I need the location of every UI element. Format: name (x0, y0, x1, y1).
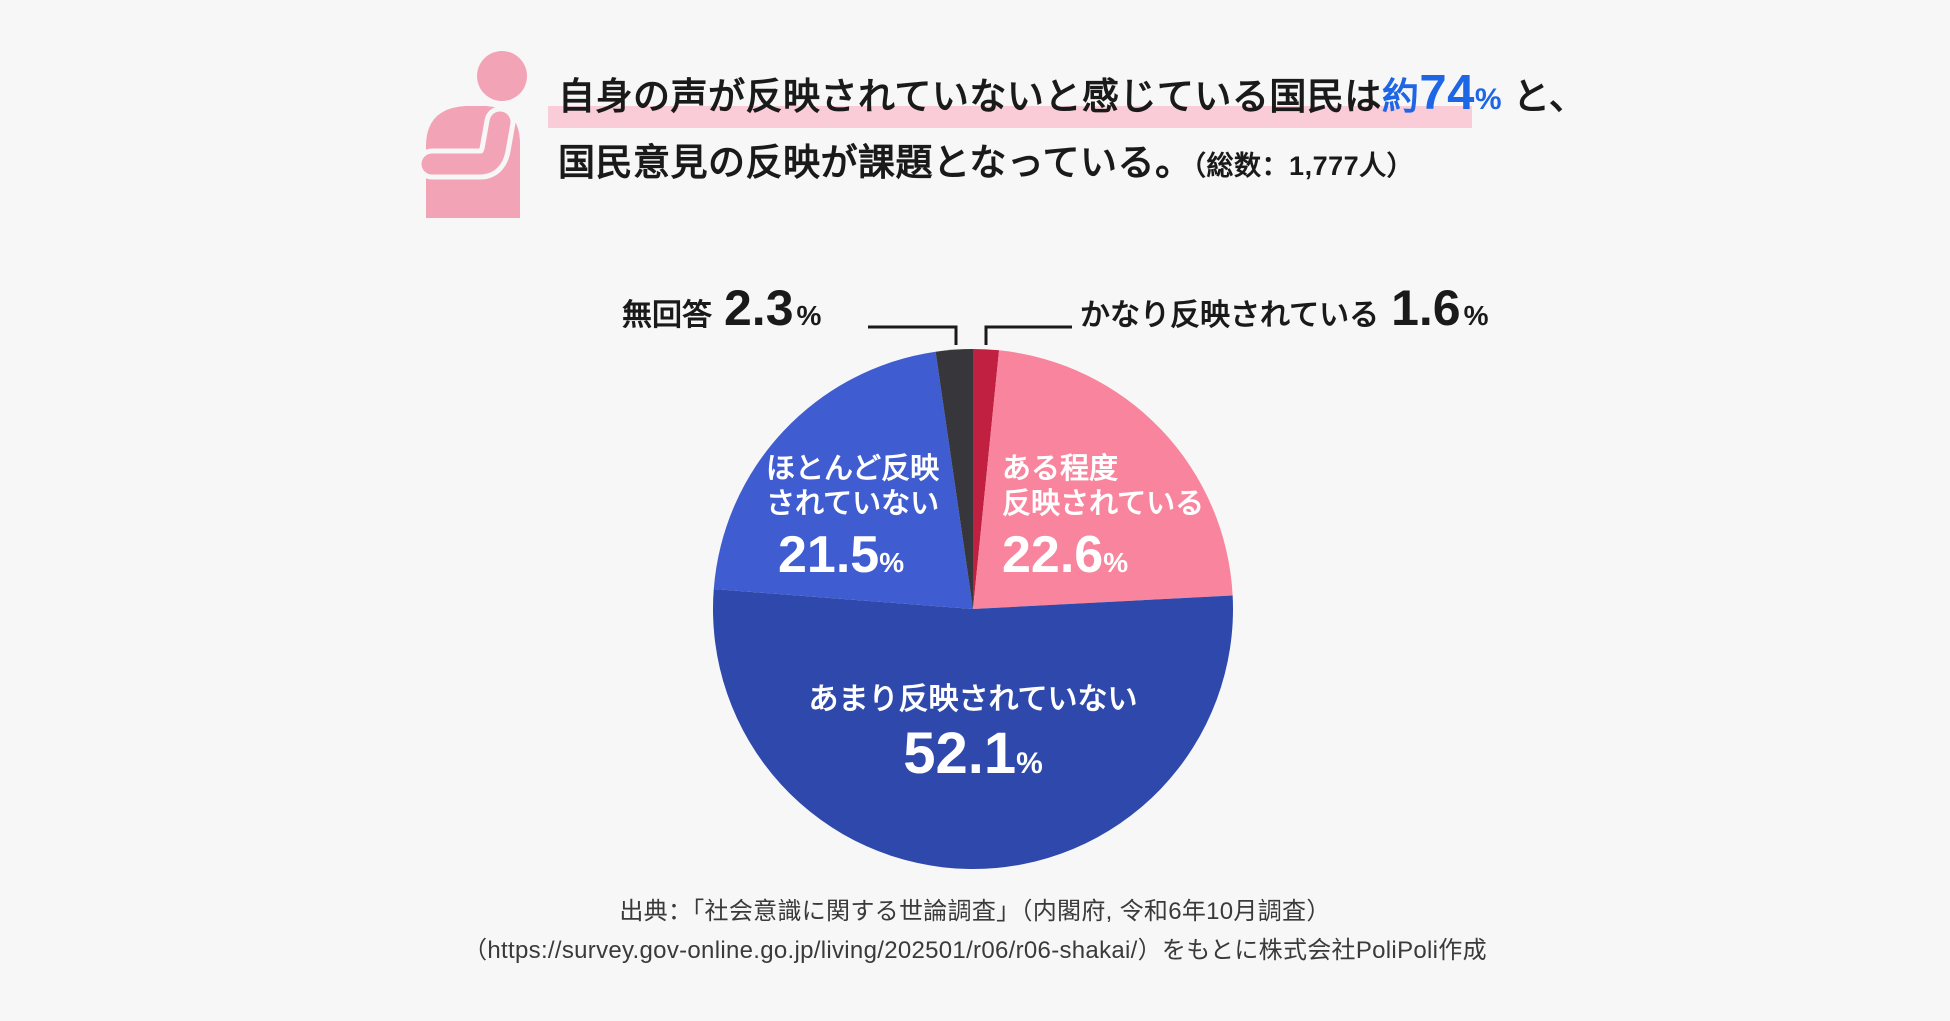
source-line2: （https://survey.gov-online.go.jp/living/… (463, 937, 1487, 964)
callout-no-answer-percent-sign: % (796, 300, 822, 331)
slice-value-hardly-percent-sign: % (879, 547, 905, 578)
pie-slice-no-answer (935, 348, 973, 609)
callout-fairly-reflected-percent-sign: % (1463, 300, 1489, 331)
slice-value-hardly-number: 21.5 (778, 526, 880, 584)
source-line1: 出典：「社会意識に関する世論調査」（内閣府, 令和6年10月調査） (619, 898, 1331, 925)
headline-line2: 国民意見の反映が課題となっている。（総数：1,777人） (558, 140, 1414, 189)
headline-line1: 自身の声が反映されていないと感じている国民は約74% と、 (558, 69, 1587, 123)
headline-big-number: 74 (1419, 66, 1475, 120)
slice-label-hardly-line2: されていない (766, 488, 940, 520)
slice-label-not-much-line1: あまり反映されていない (808, 683, 1138, 716)
leader-line-no-answer (868, 325, 958, 345)
headline-total-note: （総数：1,777人） (1192, 151, 1415, 181)
thinking-person-icon (416, 51, 527, 218)
pie-slice-somewhat-reflected (973, 350, 1233, 609)
slice-value-somewhat-number: 22.6 (1002, 526, 1104, 584)
headline-approx: 約 (1381, 76, 1420, 117)
slice-label-somewhat-line1: ある程度 (1002, 453, 1119, 485)
slice-value-hardly: 21.5% (778, 529, 939, 581)
callout-fairly-reflected: かなり反映されている 1.6 % (1080, 283, 1489, 333)
person-head (477, 51, 527, 101)
callout-no-answer-label: 無回答 (622, 299, 712, 332)
headline-highlight-bar (548, 106, 1472, 128)
leader-line-fairly-reflected (984, 325, 1072, 345)
pie-slice-hardly-reflected (713, 351, 973, 609)
slice-value-not-much: 52.1% (808, 725, 1137, 783)
slice-label-somewhat-reflected: ある程度 反映されている 22.6% (1002, 452, 1204, 581)
slice-value-not-much-percent-sign: % (1016, 747, 1043, 780)
slice-value-somewhat-percent-sign: % (1103, 547, 1129, 578)
pie-slice-fairly-reflected (973, 349, 1000, 609)
callout-fairly-reflected-label: かなり反映されている (1080, 299, 1380, 332)
slice-value-not-much-number: 52.1 (903, 721, 1017, 786)
headline-line1-text: 自身の声が反映されていないと感じている国民は (558, 76, 1382, 117)
pie-slice-not-much-reflected (713, 589, 1233, 870)
slice-label-not-much-reflected: あまり反映されていない 52.1% (808, 682, 1137, 783)
callout-no-answer-value: 2.3 (724, 280, 794, 336)
slice-label-hardly-line1: ほとんど反映 (766, 453, 940, 485)
slice-label-hardly-reflected: ほとんど反映 されていない 21.5% (766, 452, 939, 581)
person-arm (421, 111, 511, 175)
headline-percent-sign: % (1474, 83, 1503, 116)
callout-fairly-reflected-value: 1.6 (1391, 280, 1461, 336)
headline-line2-text: 国民意見の反映が課題となっている。 (558, 142, 1193, 183)
slice-value-somewhat: 22.6% (1002, 529, 1204, 581)
source-attribution: 出典：「社会意識に関する世論調査」（内閣府, 令和6年10月調査） （https… (0, 892, 1950, 970)
headline-line1-suffix: と、 (1502, 76, 1587, 117)
callout-no-answer: 無回答 2.3 % (622, 283, 821, 333)
headline-accent: 約74% (1381, 69, 1503, 118)
slice-label-somewhat-line2: 反映されている (1002, 488, 1205, 520)
